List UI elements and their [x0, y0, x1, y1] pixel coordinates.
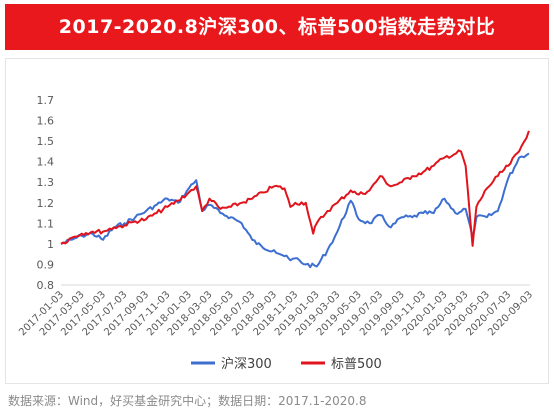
y-tick-label: 1 [47, 238, 54, 251]
x-axis: 2017-01-032017-03-032017-05-032017-07-03… [17, 284, 535, 338]
legend: 沪深300 标普500 [191, 356, 382, 372]
y-tick-label: 1.5 [37, 135, 55, 148]
y-tick-label: 1.2 [37, 197, 55, 210]
chart-title-banner: 2017-2020.8沪深300、标普500指数走势对比 [5, 4, 549, 50]
y-tick-label: 1.3 [37, 176, 55, 189]
plot-area [60, 130, 530, 269]
series-line-sp500 [60, 130, 530, 247]
y-tick-label: 1.6 [37, 115, 55, 128]
chart-frame [5, 58, 549, 384]
series-line-hs300 [60, 152, 530, 269]
y-axis: 0.8 0.9 1 1.1 1.2 1.3 1.4 1.5 1.6 1.7 [37, 94, 55, 292]
legend-label: 沪深300 [221, 356, 272, 372]
chart-title: 2017-2020.8沪深300、标普500指数走势对比 [58, 16, 496, 38]
y-tick-label: 1.7 [37, 94, 55, 107]
legend-label: 标普500 [331, 357, 382, 372]
data-source-note: 数据来源：Wind，好买基金研究中心；数据日期：2017.1-2020.8 [8, 394, 367, 408]
line-chart: 0.8 0.9 1 1.1 1.2 1.3 1.4 1.5 1.6 1.7 2017-01-032… [17, 94, 535, 372]
y-tick-label: 0.8 [37, 279, 55, 292]
y-tick-label: 0.9 [37, 258, 55, 271]
y-tick-label: 1.1 [37, 217, 55, 230]
y-tick-label: 1.4 [37, 156, 55, 169]
